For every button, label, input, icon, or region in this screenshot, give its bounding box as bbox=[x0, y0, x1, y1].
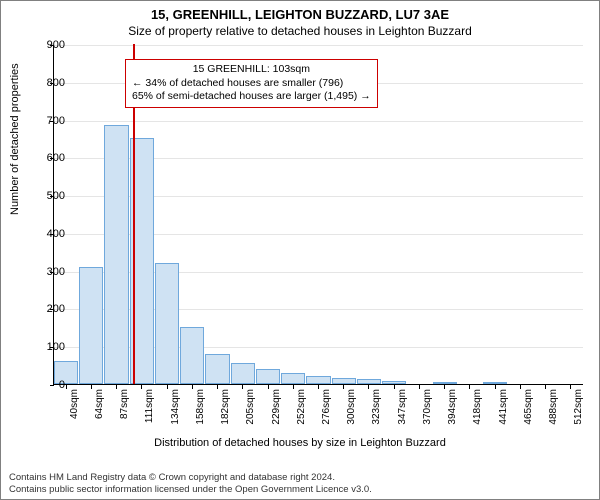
x-tick-mark bbox=[419, 385, 420, 389]
x-tick-mark bbox=[242, 385, 243, 389]
x-tick-mark bbox=[66, 385, 67, 389]
x-tick-label: 276sqm bbox=[321, 389, 332, 425]
footer-attribution: Contains HM Land Registry data © Crown c… bbox=[9, 472, 591, 495]
y-tick-label: 900 bbox=[25, 39, 65, 51]
footer-line2: Contains public sector information licen… bbox=[9, 484, 591, 495]
histogram-bar bbox=[357, 379, 381, 384]
x-tick-mark bbox=[91, 385, 92, 389]
chart-container: 15, GREENHILL, LEIGHTON BUZZARD, LU7 3AE… bbox=[0, 0, 600, 500]
y-tick-label: 500 bbox=[25, 190, 65, 202]
x-tick-label: 465sqm bbox=[523, 389, 534, 425]
histogram-bar bbox=[433, 382, 457, 384]
x-tick-mark bbox=[217, 385, 218, 389]
y-tick-label: 100 bbox=[25, 341, 65, 353]
y-tick-label: 800 bbox=[25, 77, 65, 89]
x-tick-mark bbox=[141, 385, 142, 389]
x-tick-mark bbox=[570, 385, 571, 389]
chart-area: 15 GREENHILL: 103sqm ← 34% of detached h… bbox=[53, 45, 583, 385]
x-tick-label: 158sqm bbox=[195, 389, 206, 425]
x-tick-label: 229sqm bbox=[271, 389, 282, 425]
x-tick-mark bbox=[318, 385, 319, 389]
x-tick-label: 87sqm bbox=[119, 389, 130, 419]
annotation-line3: 65% of semi-detached houses are larger (… bbox=[132, 90, 371, 104]
y-tick-label: 200 bbox=[25, 303, 65, 315]
histogram-bar bbox=[256, 369, 280, 384]
y-tick-label: 700 bbox=[25, 115, 65, 127]
y-tick-label: 600 bbox=[25, 152, 65, 164]
x-axis-label: Distribution of detached houses by size … bbox=[1, 437, 599, 449]
chart-title-sub: Size of property relative to detached ho… bbox=[1, 24, 599, 38]
x-tick-label: 323sqm bbox=[371, 389, 382, 425]
x-tick-label: 182sqm bbox=[220, 389, 231, 425]
histogram-bar bbox=[104, 125, 128, 384]
x-tick-label: 418sqm bbox=[472, 389, 483, 425]
x-tick-label: 488sqm bbox=[548, 389, 559, 425]
histogram-bar bbox=[205, 354, 229, 384]
annotation-line1: 15 GREENHILL: 103sqm bbox=[132, 63, 371, 77]
x-tick-label: 134sqm bbox=[170, 389, 181, 425]
x-tick-mark bbox=[495, 385, 496, 389]
x-tick-mark bbox=[520, 385, 521, 389]
x-tick-mark bbox=[268, 385, 269, 389]
x-tick-label: 40sqm bbox=[69, 389, 80, 419]
x-tick-mark bbox=[116, 385, 117, 389]
x-tick-mark bbox=[394, 385, 395, 389]
histogram-bar bbox=[79, 267, 103, 384]
x-tick-mark bbox=[192, 385, 193, 389]
histogram-bar bbox=[483, 382, 507, 384]
x-tick-label: 370sqm bbox=[422, 389, 433, 425]
x-tick-label: 64sqm bbox=[94, 389, 105, 419]
x-tick-label: 111sqm bbox=[144, 389, 155, 423]
x-tick-mark bbox=[444, 385, 445, 389]
x-tick-label: 300sqm bbox=[346, 389, 357, 425]
histogram-bar bbox=[332, 378, 356, 384]
x-tick-label: 441sqm bbox=[498, 389, 509, 425]
histogram-bar bbox=[180, 327, 204, 384]
x-tick-label: 347sqm bbox=[397, 389, 408, 425]
x-tick-label: 252sqm bbox=[296, 389, 307, 425]
x-tick-mark bbox=[293, 385, 294, 389]
annotation-box: 15 GREENHILL: 103sqm ← 34% of detached h… bbox=[125, 59, 378, 108]
histogram-bar bbox=[155, 263, 179, 384]
histogram-bar bbox=[281, 373, 305, 384]
x-tick-label: 205sqm bbox=[245, 389, 256, 425]
x-tick-mark bbox=[167, 385, 168, 389]
footer-line1: Contains HM Land Registry data © Crown c… bbox=[9, 472, 591, 483]
x-tick-mark bbox=[343, 385, 344, 389]
x-tick-mark bbox=[545, 385, 546, 389]
y-axis-label: Number of detached properties bbox=[9, 63, 21, 215]
chart-title-main: 15, GREENHILL, LEIGHTON BUZZARD, LU7 3AE bbox=[1, 7, 599, 22]
x-tick-label: 394sqm bbox=[447, 389, 458, 425]
x-tick-label: 512sqm bbox=[573, 389, 584, 425]
histogram-bar bbox=[382, 381, 406, 384]
y-tick-label: 400 bbox=[25, 228, 65, 240]
y-tick-label: 300 bbox=[25, 266, 65, 278]
histogram-bar bbox=[306, 376, 330, 384]
y-tick-label: 0 bbox=[25, 379, 65, 391]
x-tick-mark bbox=[368, 385, 369, 389]
histogram-bar bbox=[231, 363, 255, 384]
x-tick-mark bbox=[469, 385, 470, 389]
annotation-line2: ← 34% of detached houses are smaller (79… bbox=[132, 77, 371, 91]
